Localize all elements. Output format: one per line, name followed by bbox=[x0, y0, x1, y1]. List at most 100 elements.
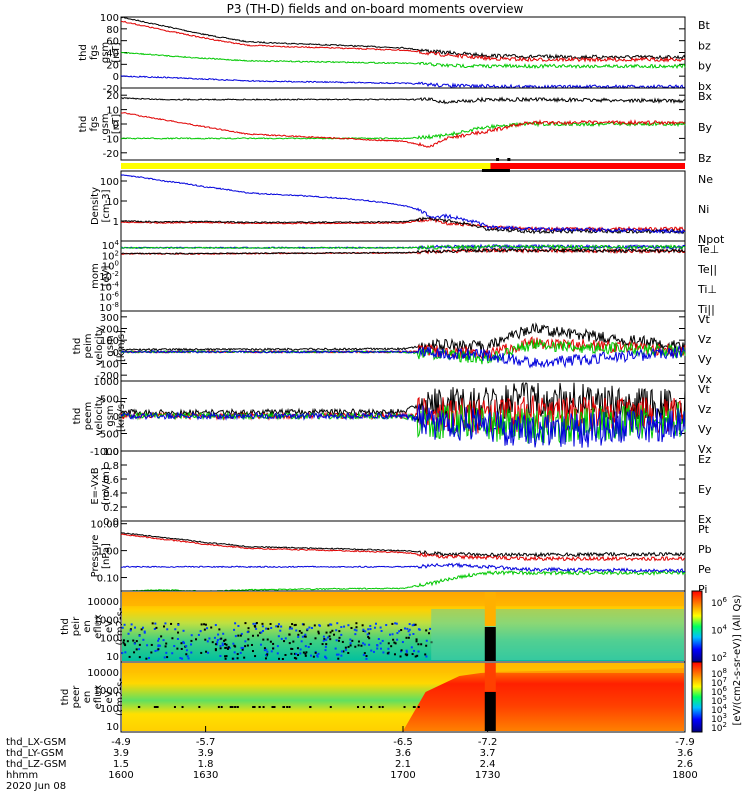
spectrogram-speckle bbox=[133, 642, 136, 645]
legend-Vy: Vy bbox=[698, 423, 712, 436]
spectrogram-speckle bbox=[173, 645, 176, 648]
spectrogram-speckle bbox=[291, 647, 294, 650]
series-bx-line bbox=[120, 75, 686, 90]
spectrogram-speckle bbox=[271, 706, 274, 708]
spectrogram-speckle bbox=[425, 639, 428, 642]
spectrogram-speckle bbox=[195, 638, 198, 641]
spectrogram-speckle bbox=[324, 645, 327, 648]
spectrogram-speckle bbox=[386, 652, 389, 655]
spectrogram-speckle bbox=[226, 646, 229, 649]
spectrogram-speckle bbox=[428, 632, 431, 635]
spectrogram-speckle bbox=[357, 640, 360, 643]
spectrogram-speckle bbox=[284, 637, 287, 640]
spectrogram-speckle bbox=[240, 632, 243, 635]
spectrogram-speckle bbox=[237, 624, 240, 627]
spectrogram-speckle bbox=[203, 628, 206, 631]
spectrogram-speckle bbox=[337, 653, 340, 656]
spectrogram-speckle bbox=[394, 642, 397, 645]
spectrogram-speckle bbox=[283, 640, 286, 643]
series-Vt-line bbox=[120, 381, 686, 423]
spectrogram-speckle bbox=[416, 654, 419, 657]
spectrogram-speckle bbox=[338, 636, 341, 639]
panel-7-ylabel-line: Pressure bbox=[90, 535, 101, 578]
spectrogram-speckle bbox=[129, 628, 132, 631]
series-Npot-line bbox=[120, 174, 686, 235]
spectrogram-speckle bbox=[210, 626, 213, 629]
spectrogram-speckle bbox=[260, 631, 263, 634]
spectrogram-speckle bbox=[277, 625, 280, 628]
spectrogram-speckle bbox=[246, 644, 249, 647]
spectrogram-speckle bbox=[140, 628, 143, 631]
legend-Pi: Pi bbox=[698, 583, 707, 596]
panel-4-ytick-label: -200 bbox=[96, 371, 119, 382]
spectrogram-speckle bbox=[217, 633, 220, 636]
panel-3-ytick-label: 10-4 bbox=[99, 280, 119, 293]
spectrogram-speckle bbox=[272, 706, 275, 708]
panel-4-ylabel-line: gsm bbox=[105, 335, 116, 356]
spectrogram-speckle bbox=[277, 635, 280, 638]
spectrogram-speckle bbox=[234, 706, 237, 708]
spectrogram-speckle bbox=[392, 638, 395, 641]
spectrogram-speckle bbox=[389, 633, 392, 636]
spectrogram-speckle bbox=[302, 651, 305, 654]
panel-3-ytick-label: 10-2 bbox=[99, 270, 119, 283]
spectrogram-speckle bbox=[414, 623, 417, 626]
spectrogram-speckle bbox=[425, 644, 428, 647]
spectrogram-speckle bbox=[211, 641, 214, 644]
spectrogram-speckle bbox=[300, 631, 303, 634]
series-Vt-line bbox=[120, 322, 686, 354]
spectrogram-speckle bbox=[355, 622, 358, 625]
spectrogram-speckle bbox=[347, 624, 350, 627]
spectrogram-speckle bbox=[216, 639, 219, 642]
spectrogram-speckle bbox=[340, 633, 343, 636]
spectrogram-speckle bbox=[265, 653, 268, 656]
spectrogram-speckle bbox=[250, 643, 253, 646]
spectrogram-speckle bbox=[150, 643, 153, 646]
legend-Vz: Vz bbox=[698, 333, 712, 346]
spectrogram-speckle bbox=[251, 634, 254, 637]
spectrogram-speckle bbox=[227, 646, 230, 649]
spectrogram-speckle bbox=[157, 645, 160, 648]
spectrogram-speckle bbox=[326, 636, 329, 639]
spectrogram-speckle bbox=[163, 656, 166, 659]
spectrogram-speckle bbox=[407, 630, 410, 633]
spectrogram-speckle bbox=[355, 629, 358, 632]
spectrogram-band bbox=[122, 663, 684, 673]
spectrogram-speckle bbox=[354, 645, 357, 648]
spectrogram-speckle bbox=[316, 654, 319, 657]
spectrogram-speckle bbox=[288, 642, 291, 645]
spectrogram-speckle bbox=[164, 622, 167, 625]
panel-1-ytick-label: 20 bbox=[106, 91, 119, 102]
spectrogram-speckle bbox=[252, 706, 255, 708]
panel-1-ylabel-line: gsm bbox=[100, 113, 111, 134]
spectrogram-speckle bbox=[304, 645, 307, 648]
panel-1-ytick-label: 10 bbox=[106, 106, 119, 117]
spectrogram-speckle bbox=[239, 651, 242, 654]
spectrogram-speckle bbox=[190, 643, 193, 646]
axis-row-value: -4.9 bbox=[111, 737, 131, 748]
spectrogram-speckle bbox=[370, 706, 373, 708]
spectrogram-speckle bbox=[377, 638, 380, 641]
spectrogram-speckle bbox=[155, 706, 158, 708]
series-Pe-line bbox=[121, 569, 686, 592]
spectrogram-speckle bbox=[277, 623, 280, 626]
spectrogram-speckle bbox=[247, 627, 250, 630]
spectrogram-speckle bbox=[340, 626, 343, 629]
spectrogram-speckle bbox=[349, 638, 352, 641]
spectrogram-speckle bbox=[223, 639, 226, 642]
colorbar-ions-tick-label: 104 bbox=[711, 624, 727, 637]
series-Vx-line bbox=[120, 404, 686, 448]
legend-bx: bx bbox=[698, 80, 712, 93]
legend-Ne: Ne bbox=[698, 173, 713, 186]
spectrogram-speckle bbox=[301, 635, 304, 638]
spectrogram-speckle bbox=[225, 643, 228, 646]
panel-8-ylabel-line: thd bbox=[60, 618, 71, 635]
spectrogram-speckle bbox=[353, 628, 356, 631]
colorbar-electrons-bar bbox=[691, 661, 703, 733]
axis-row-value: 3.9 bbox=[198, 748, 214, 759]
panel-4-ytick-label: -100 bbox=[96, 360, 119, 371]
spectrogram-speckle bbox=[182, 640, 185, 643]
spectrogram-speckle bbox=[280, 637, 283, 640]
spectrogram-speckle bbox=[344, 648, 347, 651]
spectrogram-speckle bbox=[157, 637, 160, 640]
